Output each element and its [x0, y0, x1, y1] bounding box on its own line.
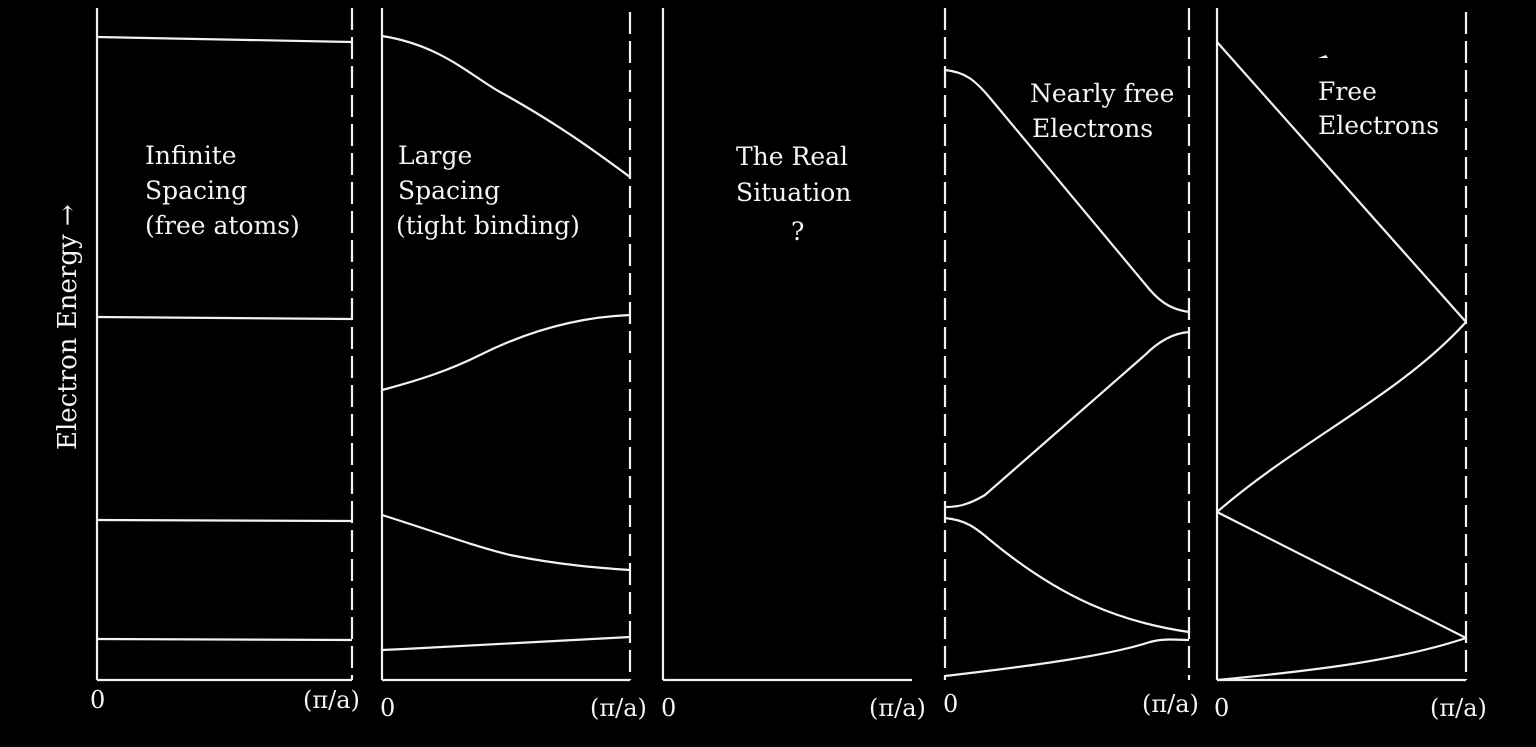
- panel-5-band-1: [1216, 41, 1467, 323]
- panel-5-title-line-2: Electrons: [1318, 111, 1439, 140]
- panel-4-band-4: [944, 638, 1190, 678]
- panel-2-band-3: [381, 513, 631, 572]
- panel-5-speck: [1318, 55, 1328, 58]
- panel-3-title-line-2: Situation: [736, 178, 851, 207]
- panel-3-title-line-3: ?: [791, 217, 804, 246]
- panel-infinite-spacing: Infinite Spacing (free atoms) 0 (π/a): [90, 8, 360, 714]
- panel-2-title-line-3: (tight binding): [396, 211, 580, 240]
- panel-1-level-4: [96, 637, 353, 642]
- panel-3-tick-zero: 0: [661, 694, 676, 722]
- panel-2-band-1: [381, 34, 631, 178]
- panel-5-band-4: [1216, 636, 1467, 682]
- panel-2-title-line-2: Spacing: [398, 176, 500, 205]
- panel-1-title-line-1: Infinite: [145, 141, 237, 170]
- panel-3-tick-pi-over-a: (π/a): [869, 694, 926, 722]
- panel-1-level-3: [96, 518, 353, 523]
- panel-1-tick-pi-over-a: (π/a): [303, 686, 360, 714]
- y-axis-label: Electron Energy →: [53, 204, 83, 450]
- panel-5-band-2: [1216, 321, 1467, 513]
- panel-4-title-line-2: Electrons: [1032, 114, 1153, 143]
- panel-5-title-line-1: Free: [1318, 77, 1377, 106]
- panel-1-tick-zero: 0: [90, 686, 105, 714]
- panel-free-electrons: Free Electrons 0 (π/a): [1214, 8, 1487, 722]
- panel-1-level-1: [96, 35, 353, 44]
- panel-5-band-3: [1216, 511, 1467, 639]
- panel-5-tick-zero: 0: [1214, 694, 1229, 722]
- panel-2-title-line-1: Large: [398, 141, 472, 170]
- panel-4-title-line-1: Nearly free: [1030, 79, 1174, 108]
- panel-large-spacing: Large Spacing (tight binding) 0 (π/a): [380, 8, 647, 722]
- panel-real-situation: The Real Situation ? 0 (π/a): [661, 8, 926, 722]
- panel-1-level-2: [96, 315, 353, 321]
- panel-2-band-4: [381, 635, 631, 652]
- panel-nearly-free-electrons: Nearly free Electrons 0 (π/a): [943, 8, 1199, 718]
- panel-4-band-1: [944, 68, 1190, 314]
- panel-2-band-2: [381, 313, 631, 392]
- panel-4-band-3: [944, 516, 1190, 634]
- panel-2-tick-pi-over-a: (π/a): [590, 694, 647, 722]
- panel-1-title-line-2: Spacing: [145, 176, 247, 205]
- panel-1-title-line-3: (free atoms): [145, 211, 300, 240]
- panel-4-band-2: [944, 330, 1190, 509]
- panel-2-tick-zero: 0: [380, 694, 395, 722]
- panel-3-title-line-1: The Real: [736, 142, 848, 171]
- panel-4-tick-pi-over-a: (π/a): [1142, 690, 1199, 718]
- panel-5-tick-pi-over-a: (π/a): [1430, 694, 1487, 722]
- panel-4-tick-zero: 0: [943, 690, 958, 718]
